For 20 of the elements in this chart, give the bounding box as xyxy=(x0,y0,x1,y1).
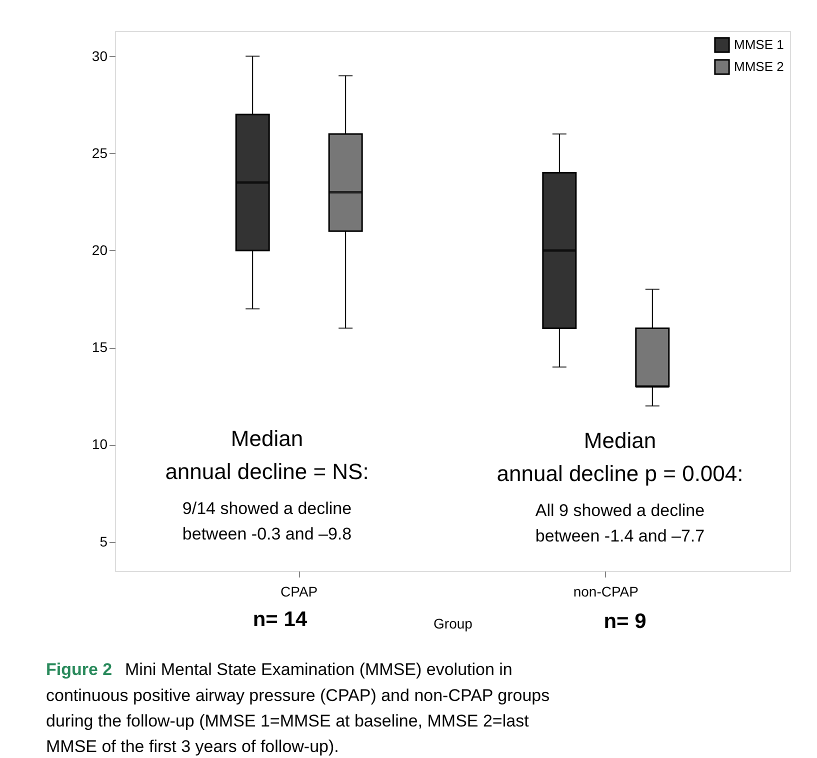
text: Mini Mental State Examination (MMSE) evolution in xyxy=(125,660,512,679)
y-tick-label: 20 xyxy=(92,242,108,258)
text: continuous positive airway pressure (CPAP) and non-CPAP groups during the follow-up (MMSE 1=MMSE at baseline, MMSE 2=last MMSE of the first 3 years of follow-up). xyxy=(46,686,550,756)
y-tick-label: 15 xyxy=(92,339,108,356)
x-tick-label: non-CPAP xyxy=(573,584,638,600)
annotation: Median annual decline p = 0.004: xyxy=(496,428,744,486)
text: n= 9 xyxy=(604,610,646,633)
y-tick-label: 5 xyxy=(100,533,108,550)
y-tick-label: 30 xyxy=(92,48,108,64)
x-tick-label: CPAP xyxy=(280,584,318,600)
caption: Figure 2 xyxy=(46,660,112,679)
annotation: All 9 showed a decline between -1.4 and –7.7 xyxy=(535,501,705,546)
text: n= 14 xyxy=(252,608,308,631)
y-tick-label: 10 xyxy=(92,436,108,452)
annotation: Median annual decline = NS: xyxy=(165,426,369,484)
annotation: 9/14 showed a decline between -0.3 and –9.8 xyxy=(182,499,352,544)
legend-label: MMSE 1 xyxy=(734,37,784,52)
x-axis-title: Group xyxy=(434,616,473,632)
y-tick-label: 25 xyxy=(92,144,108,161)
legend-label: MMSE 2 xyxy=(734,59,784,74)
